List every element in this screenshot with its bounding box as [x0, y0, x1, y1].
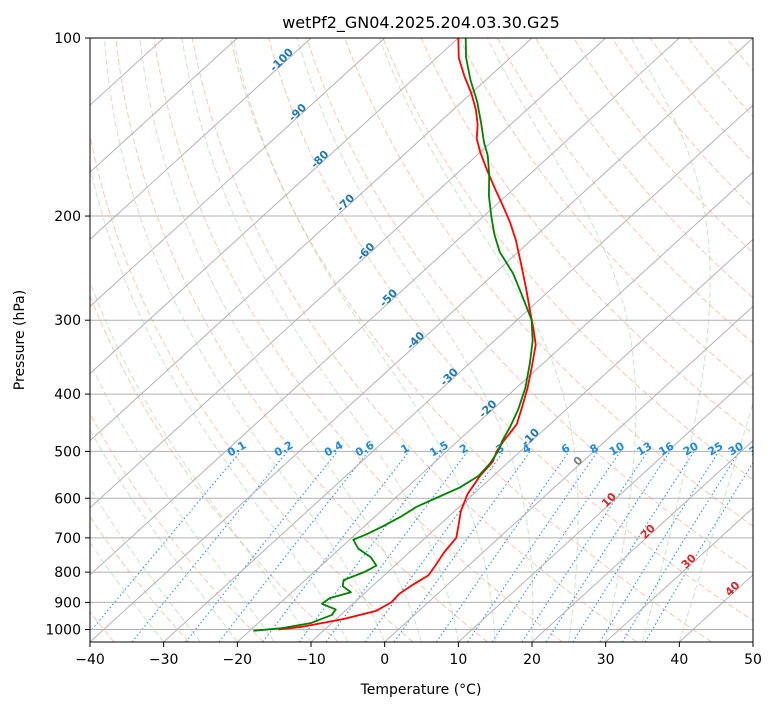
- isotherm-line: [310, 238, 753, 642]
- x-tick-label: −40: [75, 652, 105, 668]
- dry-adiabat: [306, 38, 753, 574]
- y-tick-label: 700: [54, 531, 81, 547]
- y-axis-ticks: 100 200 300 400 500 600 700 800 900 1000: [45, 31, 90, 638]
- mixing-ratio-line: [90, 451, 242, 633]
- isotherm-line: [90, 38, 753, 642]
- isotherm-line: [90, 38, 533, 442]
- dry-adiabat: [191, 38, 638, 642]
- x-tick-label: −10: [296, 652, 326, 668]
- mixing-ratio-line: [545, 451, 671, 642]
- plot-frame: [89, 37, 754, 643]
- mixing-ratio-line: [185, 451, 338, 642]
- dry-adiabat: [268, 38, 753, 622]
- moist-adiabat: [678, 401, 753, 642]
- moist-adiabat: [90, 164, 349, 642]
- y-tick-label: 600: [54, 491, 81, 507]
- x-tick-label: 20: [523, 652, 541, 668]
- profile-series: [253, 38, 537, 632]
- x-tick-label: −20: [223, 652, 253, 668]
- y-axis-label: Pressure (hPa): [12, 290, 28, 390]
- y-tick-label: 100: [54, 31, 81, 47]
- mixing-ratio-label: 36: [747, 439, 767, 458]
- mixing-ratio-line: [621, 451, 740, 642]
- dry-adiabat: [115, 38, 488, 642]
- dry-adiabat: [458, 38, 753, 389]
- moist-adiabat: [139, 38, 422, 642]
- y-tick-label: 400: [54, 387, 81, 403]
- x-axis-ticks: −40 −30 −20 −10 0 10 20 30 40 50: [75, 642, 762, 668]
- x-tick-label: 30: [597, 652, 615, 668]
- dewpoint-line: [253, 38, 534, 632]
- dry-adiabat: [153, 38, 563, 642]
- mixing-ratio-line: [521, 451, 649, 642]
- y-tick-label: 1000: [45, 622, 81, 638]
- mixing-ratio-line: [364, 451, 505, 642]
- isotherm-line: [90, 38, 607, 509]
- isotherm-line: [90, 38, 680, 576]
- dry-adiabat: [382, 38, 753, 481]
- x-tick-label: 10: [449, 652, 467, 668]
- isotherm-line: [90, 38, 312, 241]
- isobar-gridlines: [90, 38, 753, 630]
- skewed-isotherms: [90, 38, 753, 642]
- isotherm-line: [457, 372, 753, 642]
- y-tick-label: 900: [54, 595, 81, 611]
- moist-adiabat: [378, 38, 579, 642]
- dry-adiabat: [90, 412, 264, 642]
- x-tick-label: −30: [149, 652, 179, 668]
- dry-adiabat: [90, 515, 190, 642]
- mixing-ratio-line: [298, 451, 444, 642]
- mixing-ratio-line: [599, 451, 720, 642]
- mixing-ratio-line: [262, 451, 410, 642]
- moist-adiabat: [103, 38, 386, 642]
- x-tick-label: 40: [670, 652, 688, 668]
- dry-adiabat: [535, 38, 753, 299]
- moist-adiabat: [90, 361, 275, 642]
- x-tick-label: 0: [380, 652, 389, 668]
- y-tick-label: 800: [54, 565, 81, 581]
- moist-adiabat: [486, 38, 637, 642]
- moist-adiabat: [90, 428, 238, 642]
- isotherm-line: [236, 171, 753, 642]
- plot-area: 0.10.20.40.611.52346810131620253036-100-…: [90, 38, 767, 642]
- mixing-ratio-line: [131, 451, 288, 642]
- isotherm-line: [384, 305, 753, 642]
- y-tick-label: 300: [54, 313, 81, 329]
- x-axis-label: Temperature (°C): [360, 682, 482, 698]
- isotherm-line: [531, 439, 753, 642]
- moist-adiabat: [232, 38, 496, 642]
- moist-adiabat: [181, 38, 459, 642]
- chart-title: wetPf2_GN04.2025.204.03.30.G25: [282, 13, 560, 33]
- dry-adiabat: [90, 294, 339, 642]
- isotherm-line: [605, 507, 753, 642]
- isotherm-line: [90, 38, 386, 308]
- isotherm-line: [163, 104, 753, 642]
- mixing-ratio-line: [491, 451, 621, 642]
- isotherm-line: [90, 38, 459, 375]
- dry-adiabat: [497, 38, 753, 344]
- y-tick-label: 500: [54, 444, 81, 460]
- temperature-line: [278, 38, 537, 631]
- y-tick-label: 200: [54, 209, 81, 225]
- moist-adiabat: [296, 38, 534, 642]
- mixing-ratio-line: [436, 451, 570, 642]
- dry-adiabats: [90, 38, 753, 642]
- isotherm-line: [90, 38, 238, 173]
- mixing-ratio-line: [467, 451, 599, 642]
- x-tick-label: 50: [744, 652, 762, 668]
